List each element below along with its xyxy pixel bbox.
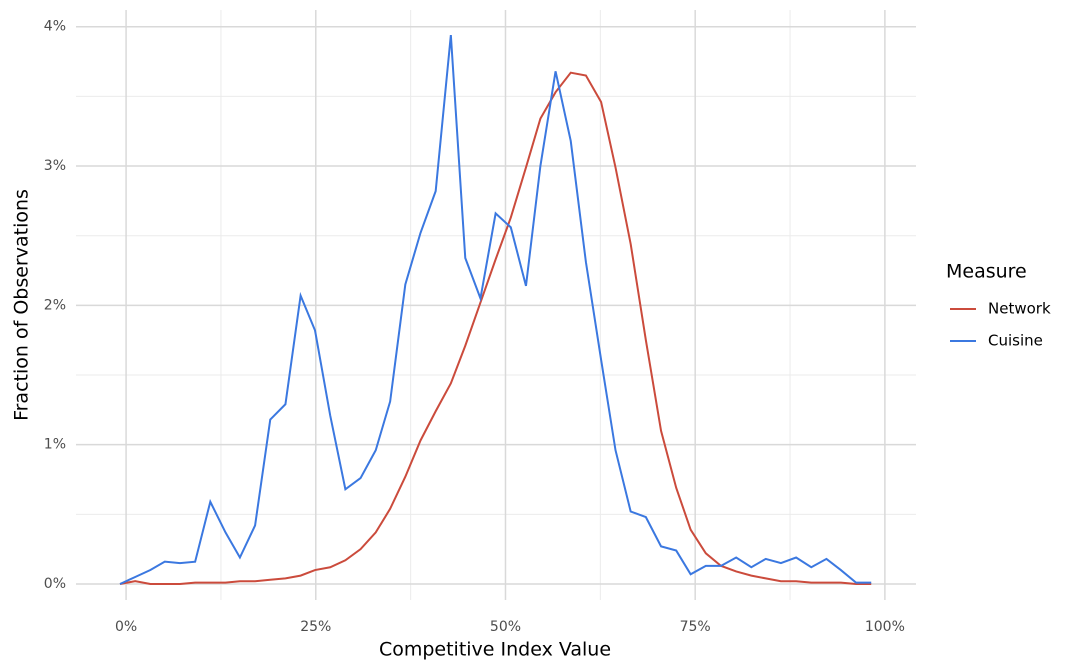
x-tick-label: 100% [865,619,905,635]
y-tick-label: 2% [44,297,66,313]
y-tick-label: 1% [44,437,66,453]
y-axis-title: Fraction of Observations [11,189,33,421]
x-tick-label: 0% [115,619,137,635]
legend-title: Measure [946,261,1027,283]
data-line [119,71,872,585]
y-tick-label: 4% [44,19,66,35]
legend-text: Network [988,300,1051,318]
x-tick-label: 75% [680,619,711,635]
legend-text: Cuisine [988,332,1043,350]
x-axis-title: Competitive Index Value [379,639,611,661]
data-line [119,34,872,585]
y-tick-label: 0% [44,576,66,592]
y-tick-label: 3% [44,158,66,174]
x-tick-label: 25% [300,619,331,635]
x-tick-label: 50% [490,619,521,635]
